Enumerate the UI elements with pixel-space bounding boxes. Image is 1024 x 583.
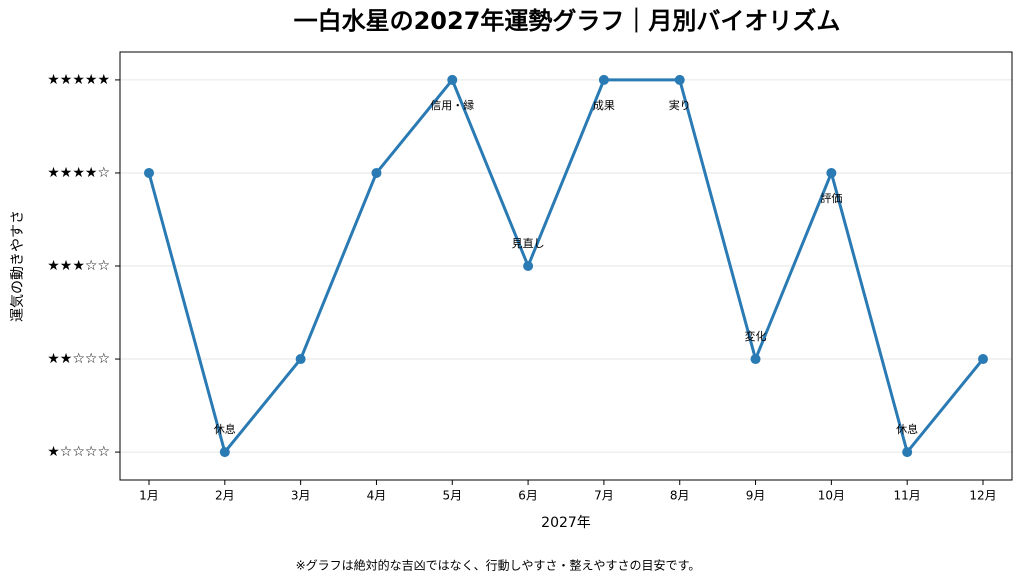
x-tick-label: 1月 <box>139 489 159 503</box>
series-line <box>147 77 985 456</box>
point <box>219 447 230 458</box>
y-tick-label: ★★☆☆☆ <box>47 351 110 367</box>
point <box>902 447 913 458</box>
point <box>144 167 154 178</box>
chart-title: 一白水星の2027年運勢グラフ｜月別バイオリズム <box>294 7 841 35</box>
x-tick-label: 6月 <box>518 489 538 503</box>
point <box>523 261 534 271</box>
point <box>674 74 685 85</box>
footnote: ※グラフは絶対的な吉凶ではなく、行動しやすさ・整えやすさの目安です。 <box>296 558 701 573</box>
x-tick-label: 12月 <box>969 489 996 503</box>
x-tick-label: 8月 <box>670 489 690 503</box>
plot-frame <box>119 51 1013 481</box>
point <box>978 354 988 365</box>
x-tick-label: 2月 <box>215 489 235 503</box>
y-tick-label: ★☆☆☆☆ <box>47 444 110 460</box>
y-axis-label: 運気の動きやすさ <box>10 210 26 322</box>
point-label: 休息 <box>896 422 918 436</box>
x-tick-label: 3月 <box>291 489 311 503</box>
y-tick-label: ★★★★★ <box>47 72 110 88</box>
x-tick-label: 7月 <box>594 489 614 503</box>
point <box>750 354 761 365</box>
y-tick-label: ★★★☆☆ <box>47 258 110 274</box>
point-label: 実り <box>669 98 691 112</box>
point-label: 成果 <box>593 99 615 112</box>
point <box>598 74 609 85</box>
y-tick-label: ★★★★☆ <box>47 165 110 181</box>
x-tick-label: 9月 <box>746 489 766 503</box>
point-label: 見直し <box>512 236 545 250</box>
x-tick-label: 5月 <box>442 489 462 503</box>
x-tick-label: 10月 <box>818 489 845 503</box>
point <box>826 167 837 178</box>
x-axis-label: 2027年 <box>541 515 591 531</box>
point <box>295 354 306 365</box>
point <box>447 74 458 85</box>
x-tick-label: 11月 <box>894 489 921 503</box>
point-label: 休息 <box>214 422 236 436</box>
point-label: 評価 <box>820 191 842 205</box>
x-tick-label: 4月 <box>367 489 387 503</box>
point-label: 信用・縁 <box>430 98 474 112</box>
point <box>371 167 382 178</box>
point-label: 変化 <box>745 329 767 343</box>
